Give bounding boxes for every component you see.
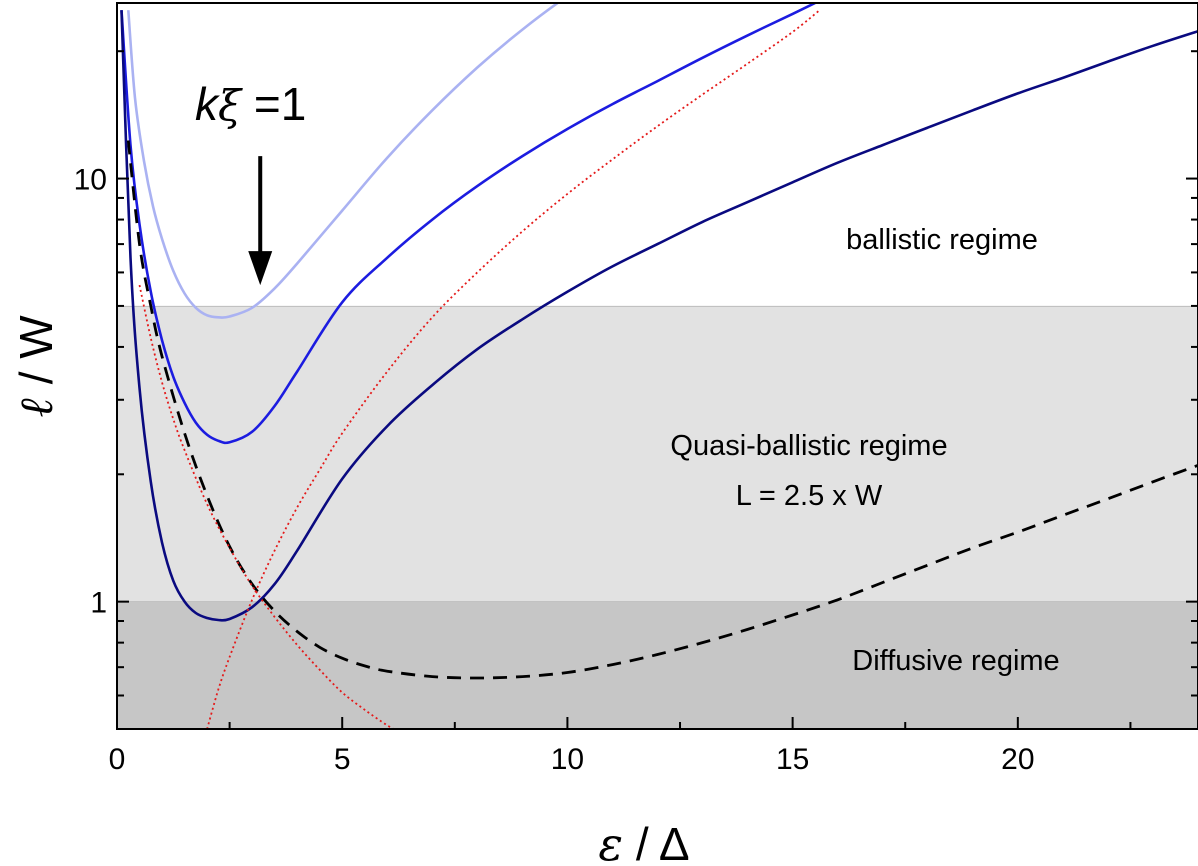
y-axis-title: ℓ / W (9, 315, 63, 417)
annotation-eq: =1 (241, 78, 306, 130)
annotation-k: k (195, 78, 220, 130)
y-tick-label: 1 (90, 587, 107, 620)
y-axis-title-rest: / W (10, 315, 62, 397)
series-line-3 (126, 140, 1198, 680)
series-line-5 (138, 284, 396, 729)
region-label-ballistic: ballistic regime (846, 224, 1038, 256)
region-label-quasi-ballistic: Quasi-ballistic regime (670, 430, 947, 462)
region-1 (117, 305, 1198, 602)
arrow-head (248, 251, 273, 286)
annotation-group: kξ =1 (195, 78, 306, 286)
series-line-4 (206, 9, 821, 729)
region-2 (117, 3, 1198, 306)
x-axis-title-slash: / (623, 818, 659, 866)
x-tick-label: 10 (551, 743, 584, 776)
x-tick-label: 15 (776, 743, 809, 776)
region-label-diffusive: Diffusive regime (852, 645, 1059, 677)
y-tick-label: 10 (74, 164, 107, 197)
series-line-1 (120, 3, 816, 445)
annotation-xi: ξ (218, 81, 243, 130)
x-tick-label: 5 (334, 743, 351, 776)
regime-regions (117, 3, 1198, 729)
x-tick-label: 20 (1001, 743, 1034, 776)
series-group (120, 3, 1198, 729)
x-axis-title: ε / Δ (598, 817, 689, 866)
region-label-length: L = 2.5 x W (736, 480, 883, 512)
region-labels: Diffusive regime Quasi-ballistic regime L … (670, 224, 1059, 677)
plot-frame (116, 2, 1198, 730)
region-0 (117, 601, 1198, 729)
x-axis-title-epsilon: ε (598, 817, 623, 866)
x-axis-title-delta: Δ (659, 818, 690, 866)
x-tick-label: 0 (109, 743, 126, 776)
series-line-0 (127, 3, 560, 319)
series-line-2 (120, 10, 1198, 622)
axes: 0 5 10 15 20 1 10 (74, 2, 1198, 776)
y-axis-title-ell: ℓ (9, 397, 63, 417)
annotation-k-xi: kξ =1 (195, 78, 306, 130)
